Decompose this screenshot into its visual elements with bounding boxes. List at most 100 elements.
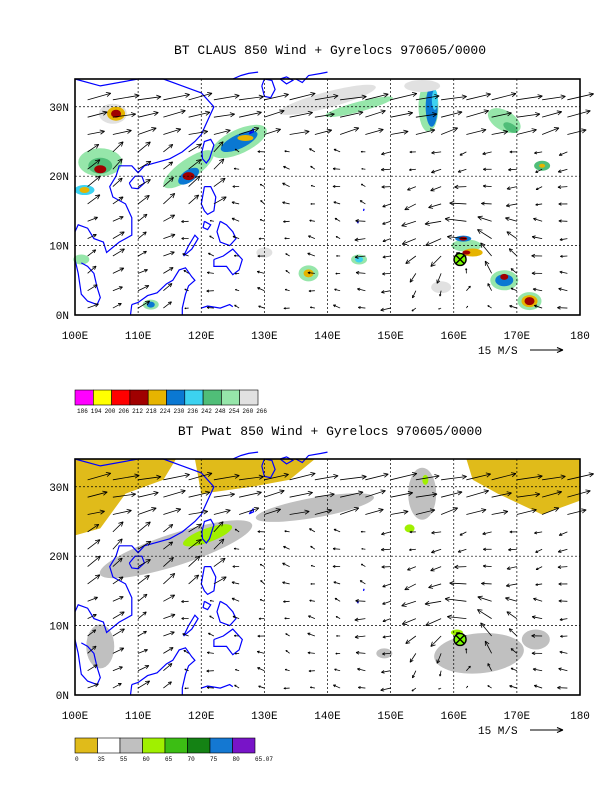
wind-vector: [355, 238, 366, 241]
wind-vector: [239, 491, 261, 497]
wind-vector: [533, 288, 542, 291]
colorbar-label: 0: [75, 756, 79, 763]
coastline: [201, 685, 233, 689]
wind-vector: [357, 668, 365, 671]
wind-vector: [257, 288, 264, 291]
wind-vector: [261, 580, 265, 584]
wind-vector: [235, 685, 240, 688]
colorbar-swatch: [167, 390, 185, 405]
wind-vector: [532, 236, 542, 239]
x-tick-label: 180: [570, 711, 590, 723]
wind-vector: [333, 305, 340, 308]
wind-vector: [257, 668, 264, 671]
colorbar-label: 200: [105, 408, 116, 415]
field-blob: [500, 274, 508, 280]
wind-vector: [88, 304, 99, 308]
wind-vector: [334, 289, 340, 291]
wind-vector: [460, 532, 466, 535]
wind-vector: [505, 597, 517, 601]
wind-vector: [381, 670, 390, 673]
reference-vector: 15 M/S: [478, 346, 563, 358]
wind-vector: [310, 307, 315, 308]
colorbar-swatch: [210, 738, 233, 753]
wind-vector: [559, 203, 568, 206]
wind-vector: [507, 567, 517, 570]
wind-vector: [290, 130, 310, 135]
x-tick-label: 170E: [504, 711, 531, 723]
wind-vector: [361, 564, 365, 566]
wind-vector: [439, 308, 442, 309]
wind-vector: [335, 218, 340, 221]
wind-vector: [391, 130, 409, 134]
field-blob: [539, 164, 545, 168]
wind-vector: [536, 567, 542, 570]
wind-vector: [361, 184, 365, 186]
wind-vector: [560, 238, 567, 240]
wind-vector: [334, 149, 340, 152]
colorbar-label: 80: [233, 756, 241, 763]
wind-vector: [466, 93, 490, 100]
wind-vector: [283, 166, 289, 169]
field-blob: [94, 165, 106, 173]
wind-vector: [506, 204, 517, 207]
colorbar-label: 236: [187, 408, 198, 415]
wind-vector: [113, 287, 123, 291]
wind-vector: [264, 93, 288, 100]
coastline: [233, 72, 258, 79]
wind-vector: [333, 168, 340, 170]
colorbar-swatch: [221, 390, 239, 405]
gyre-marker: [454, 633, 466, 645]
wind-vector: [431, 549, 441, 553]
wind-vector: [163, 595, 174, 601]
wind-vector: [488, 306, 492, 309]
wind-vector: [517, 112, 540, 117]
wind-vector: [138, 161, 151, 169]
coastline: [262, 79, 275, 98]
y-tick-label: 10N: [49, 242, 69, 254]
coastline: [131, 305, 132, 315]
wind-vector: [409, 169, 416, 171]
wind-vector: [113, 683, 122, 688]
field-blob: [404, 80, 440, 92]
wind-vector: [285, 531, 290, 533]
wind-vector: [517, 95, 542, 100]
wind-vector: [308, 253, 315, 256]
wind-vector: [283, 601, 289, 603]
panel-title: BT Pwat 850 Wind + Gyrelocs 970605/0000: [178, 424, 482, 439]
coastline: [296, 72, 328, 82]
wind-vector: [138, 232, 146, 239]
wind-vector: [334, 582, 340, 584]
wind-vector: [357, 288, 365, 291]
wind-vector: [336, 653, 340, 654]
field-blob: [525, 297, 535, 305]
wind-vector: [308, 633, 315, 636]
wind-vector: [88, 597, 98, 601]
wind-vector: [488, 283, 492, 290]
wind-vector: [311, 546, 315, 549]
wind-vector: [88, 285, 98, 291]
wind-vector: [214, 159, 224, 169]
wind-vector: [310, 220, 315, 222]
wind-vector: [334, 529, 340, 532]
wind-vector: [210, 220, 214, 221]
wind-vector: [163, 614, 175, 619]
wind-vector: [163, 682, 171, 688]
wind-vector: [510, 151, 517, 153]
colorbar-swatch: [148, 390, 166, 405]
wind-vector: [235, 305, 240, 308]
wind-vector: [138, 665, 149, 670]
wind-vector: [559, 288, 568, 291]
wind-vector: [285, 618, 290, 620]
panel-claus: BT CLAUS 850 Wind + Gyrelocs 970605/0000…: [49, 43, 593, 415]
wind-vector: [362, 548, 366, 549]
wind-vector: [340, 127, 359, 134]
wind-vector: [477, 230, 491, 239]
wind-vector: [454, 565, 466, 569]
wind-vector: [567, 110, 590, 117]
wind-vector: [234, 548, 239, 550]
wind-vector: [508, 548, 517, 551]
wind-vector: [382, 566, 391, 569]
wind-vector: [282, 563, 289, 566]
wind-vector: [260, 564, 264, 566]
coastline: [203, 601, 211, 609]
